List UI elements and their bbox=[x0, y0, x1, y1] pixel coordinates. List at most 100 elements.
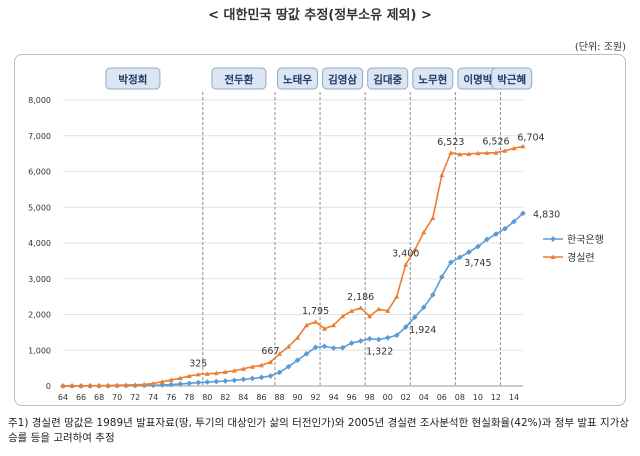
legend-label: 경실련 bbox=[567, 251, 595, 264]
x-tick-label: 02 bbox=[401, 393, 411, 402]
x-tick-label: 14 bbox=[509, 393, 519, 402]
data-point bbox=[303, 350, 310, 357]
data-point bbox=[367, 313, 373, 319]
data-point bbox=[168, 377, 174, 382]
data-point bbox=[420, 304, 427, 311]
x-tick-label: 06 bbox=[437, 393, 447, 402]
era-label: 노태우 bbox=[283, 73, 312, 86]
data-point bbox=[114, 382, 120, 388]
data-point bbox=[195, 379, 202, 386]
x-tick-label: 04 bbox=[419, 393, 429, 402]
data-point bbox=[349, 308, 355, 313]
data-label: 3,400 bbox=[392, 248, 419, 259]
y-tick-label: 2,000 bbox=[28, 311, 51, 320]
data-point bbox=[340, 313, 346, 319]
data-point bbox=[195, 371, 201, 377]
data-point bbox=[520, 143, 526, 149]
x-tick-label: 70 bbox=[112, 393, 122, 402]
data-point bbox=[466, 249, 472, 255]
y-tick-label: 4,000 bbox=[28, 239, 51, 248]
data-point bbox=[511, 145, 517, 151]
y-tick-label: 6,000 bbox=[28, 168, 51, 177]
data-point bbox=[493, 231, 499, 237]
data-point bbox=[96, 383, 102, 388]
y-tick-label: 7,000 bbox=[28, 132, 51, 141]
era-box bbox=[367, 67, 409, 90]
data-point bbox=[493, 150, 499, 155]
data-point bbox=[267, 359, 273, 365]
data-point bbox=[330, 345, 337, 351]
data-point bbox=[240, 376, 247, 383]
legend-marker bbox=[550, 236, 556, 242]
data-point bbox=[285, 344, 291, 349]
data-label: 1,924 bbox=[409, 325, 436, 336]
data-point bbox=[186, 373, 192, 378]
data-point bbox=[520, 210, 526, 217]
data-point bbox=[511, 218, 517, 225]
data-point bbox=[484, 150, 490, 155]
data-point bbox=[249, 364, 255, 369]
era-label: 김대중 bbox=[373, 73, 402, 86]
data-point bbox=[331, 322, 337, 328]
data-point bbox=[448, 150, 454, 155]
chart-title: < 대한민국 땅값 추정(정부소유 제외) > bbox=[208, 8, 432, 23]
data-point bbox=[384, 334, 391, 341]
x-tick-label: 88 bbox=[274, 393, 284, 402]
data-label: 3,745 bbox=[464, 258, 491, 269]
data-label: 667 bbox=[261, 346, 279, 357]
data-point bbox=[78, 383, 84, 388]
era-box bbox=[322, 67, 364, 90]
x-tick-label: 00 bbox=[383, 393, 393, 402]
era-box bbox=[211, 67, 267, 90]
data-point bbox=[322, 326, 328, 331]
y-tick-label: 5,000 bbox=[28, 203, 51, 212]
x-tick-label: 66 bbox=[76, 393, 86, 402]
data-point bbox=[502, 148, 508, 153]
x-tick-label: 90 bbox=[292, 393, 302, 402]
data-point bbox=[267, 373, 274, 379]
data-point bbox=[457, 151, 463, 157]
data-label: 2,186 bbox=[347, 292, 374, 303]
x-tick-label: 12 bbox=[491, 393, 501, 402]
era-box bbox=[412, 67, 454, 90]
data-point bbox=[222, 369, 228, 375]
data-point bbox=[394, 294, 400, 299]
data-point bbox=[421, 229, 427, 235]
data-point bbox=[393, 332, 400, 339]
y-tick-label: 1,000 bbox=[28, 346, 51, 355]
data-point bbox=[321, 343, 328, 350]
x-tick-label: 72 bbox=[130, 393, 140, 402]
data-point bbox=[402, 324, 409, 330]
unit-label: (단위: 조원) bbox=[574, 42, 626, 53]
data-label: 325 bbox=[189, 358, 207, 369]
data-label: 1,795 bbox=[302, 306, 329, 317]
data-point bbox=[204, 379, 211, 385]
series-line-bok bbox=[62, 212, 524, 387]
data-point bbox=[357, 338, 364, 344]
data-point bbox=[213, 378, 220, 385]
y-tick-label: 3,000 bbox=[28, 275, 51, 284]
data-point bbox=[375, 336, 382, 343]
data-label: 6,523 bbox=[437, 137, 464, 148]
data-point bbox=[213, 370, 219, 376]
data-point bbox=[258, 362, 264, 368]
data-point bbox=[285, 363, 292, 370]
data-label: 1,322 bbox=[366, 347, 393, 358]
data-point bbox=[69, 383, 75, 388]
x-tick-label: 96 bbox=[347, 393, 357, 402]
x-tick-label: 98 bbox=[365, 393, 375, 402]
era-label: 전두환 bbox=[224, 73, 253, 86]
data-point bbox=[475, 150, 481, 156]
data-point bbox=[502, 225, 508, 232]
x-tick-label: 08 bbox=[455, 393, 465, 402]
data-point bbox=[429, 292, 436, 298]
x-tick-label: 76 bbox=[166, 393, 176, 402]
data-point bbox=[258, 374, 265, 381]
data-point bbox=[222, 378, 229, 384]
era-label: 노무현 bbox=[418, 73, 447, 86]
data-point bbox=[240, 366, 246, 371]
legend-label: 한국은행 bbox=[567, 234, 604, 246]
data-point bbox=[60, 383, 66, 388]
data-point bbox=[484, 236, 490, 243]
data-label: 4,830 bbox=[533, 209, 560, 220]
